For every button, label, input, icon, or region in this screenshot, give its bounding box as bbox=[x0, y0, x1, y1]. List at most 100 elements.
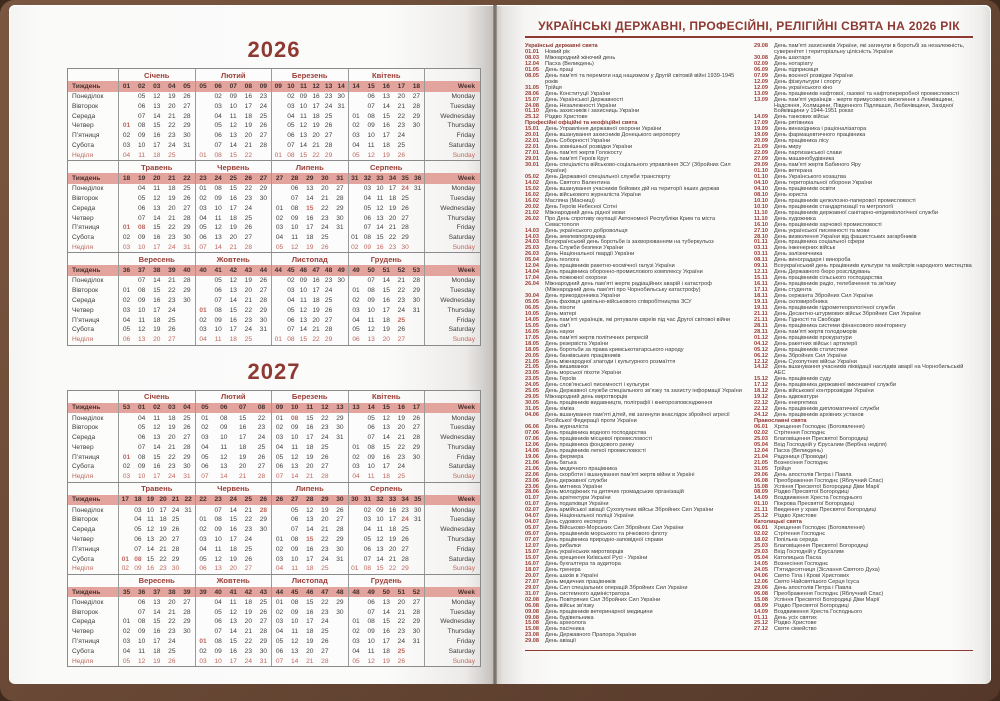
calendar-grid: Січень Лютий Березень Квітень Тиждень 53 01 02 0… bbox=[67, 389, 481, 668]
date-cell: 06 bbox=[287, 132, 295, 140]
holiday-date: 26.02 bbox=[525, 215, 539, 222]
month-week-group: 09 10 11 12 13 14 bbox=[271, 81, 348, 92]
date-cell: 17 bbox=[306, 224, 314, 232]
holiday-date: 14.05 bbox=[754, 560, 768, 567]
holiday-name: День археолога bbox=[545, 620, 586, 627]
holiday-item: 15.07 День хрещення Київської Русі - Укра… bbox=[525, 555, 744, 562]
month-week-group: 04 11 18 25 bbox=[118, 413, 195, 423]
holiday-name: Масляна (Масниці) bbox=[545, 197, 595, 204]
month-name: Квітень bbox=[347, 69, 425, 81]
date-cell: 02 bbox=[122, 234, 131, 242]
holiday-name: День інженерних військ bbox=[774, 245, 836, 252]
date-cell: 10 bbox=[299, 102, 308, 110]
date-cell: 07 bbox=[287, 141, 295, 149]
holiday-item: 21.05 Вознесіння Господнє bbox=[754, 460, 973, 467]
holiday-item: 26.02 Про День спротиву окупації Автономн… bbox=[525, 215, 744, 229]
left-page: 2026 Січень Лютий Березень Квітень Тиждень 01 0… bbox=[9, 5, 495, 684]
week-number: 30 bbox=[336, 496, 344, 504]
date-cell: 09 bbox=[299, 277, 308, 285]
holiday-item: 23.06 День митника України bbox=[525, 484, 744, 491]
holiday-name: День військового журналіста України bbox=[545, 191, 641, 198]
date-cell: 06 bbox=[275, 463, 284, 471]
date-cell: 17 bbox=[382, 132, 390, 140]
date-cell: 25 bbox=[168, 151, 176, 159]
holiday-date: 27.10 bbox=[754, 227, 768, 234]
date-cell: 03 bbox=[275, 618, 284, 626]
month-week-group: 07 14 21 28 bbox=[271, 140, 348, 151]
weekday-label-en: Thursday bbox=[424, 305, 480, 316]
weekday-row: Понеділок 07 14 21 28 05 12 19 26 02 09 16 23 30 07 14 2… bbox=[68, 275, 480, 286]
week-number-row: Тиждень 18 19 20 21 22 23 24 25 26 27 27 28 29 30 31 31 3… bbox=[68, 173, 480, 184]
date-cell: 18 bbox=[382, 473, 390, 481]
weekday-row: Неділя 06 13 20 27 04 11 18 25 01 08 15 22 29 06 13 20 27… bbox=[68, 334, 480, 345]
date-cell: 05 bbox=[122, 657, 131, 665]
date-cell: 31 bbox=[412, 638, 421, 646]
week-number: 50 bbox=[367, 267, 375, 275]
month-week-group: 02 09 16 23 30 bbox=[118, 626, 195, 637]
date-cell: 21 bbox=[388, 555, 397, 563]
holiday-item: 17.11 День студента bbox=[754, 287, 973, 294]
holiday-name: День працівників дипломатичної служби bbox=[774, 406, 880, 413]
holiday-item: 25.03 День Служби безпеки України bbox=[525, 245, 744, 252]
date-cell: 01 bbox=[122, 122, 131, 130]
date-cell: 20 bbox=[168, 102, 176, 110]
date-cell: 22 bbox=[312, 336, 320, 344]
date-cell: 02 bbox=[122, 628, 131, 636]
month-week-group: 05 12 19 26 bbox=[118, 656, 195, 667]
date-cell: 18 bbox=[312, 296, 320, 304]
holiday-name: День рятівника bbox=[774, 120, 814, 127]
month-week-group: 05 12 19 26 bbox=[347, 413, 425, 423]
week-number: 34 bbox=[401, 496, 409, 504]
date-cell: 12 bbox=[367, 151, 375, 159]
holiday-date: 07.06 bbox=[525, 429, 539, 436]
week-number: 14 bbox=[367, 404, 375, 412]
date-cell: 05 bbox=[134, 526, 142, 534]
week-number: 35 bbox=[401, 174, 409, 182]
holiday-name: День хіміка bbox=[545, 406, 575, 413]
holiday-date: 14.06 bbox=[525, 447, 539, 454]
date-cell: 25 bbox=[324, 112, 333, 120]
date-cell: 27 bbox=[401, 545, 409, 553]
holiday-name: День машинобудівника bbox=[774, 156, 835, 163]
holiday-name: День апостолів Петра і Павла bbox=[774, 584, 852, 591]
holiday-date: 20.02 bbox=[525, 203, 539, 210]
date-cell: 17 bbox=[312, 287, 320, 295]
date-cell: 05 bbox=[275, 638, 284, 646]
date-cell: 10 bbox=[220, 434, 228, 442]
holiday-item: 04.07 День судового експерта bbox=[525, 519, 744, 526]
holiday-item: 26.04 Міжнародний день пам’яті жертв раді… bbox=[525, 281, 744, 294]
holiday-date: 02.07 bbox=[525, 507, 539, 514]
date-cell: 27 bbox=[244, 234, 252, 242]
weekday-row: Неділя 03 10 17 24 31 07 14 21 28 07 14 21 28 04 11 18 25… bbox=[68, 471, 480, 482]
date-cell: 03 bbox=[199, 657, 207, 665]
week-number-row: Тиждень 17 18 19 20 21 22 22 23 24 25 26 26 27 28 29 30 3… bbox=[68, 494, 480, 506]
holiday-date: 31.05 bbox=[525, 406, 539, 413]
weekday-label-ua: Неділя bbox=[72, 151, 94, 159]
date-cell: 27 bbox=[324, 132, 333, 140]
weekday-row: Понеділок 06 13 20 27 04 11 18 25 01 08 15 22 29 06 13 2… bbox=[68, 597, 480, 608]
month-week-group: 26 27 28 29 30 bbox=[271, 494, 348, 506]
weekday-label-en: Thursday bbox=[424, 120, 480, 131]
date-cell: 19 bbox=[321, 506, 329, 514]
holiday-name: День працівників місцевої промисловості bbox=[545, 435, 652, 442]
date-cell: 07 bbox=[363, 224, 372, 232]
calendar-quarter-block: Вересень Жовтень Листопад Грудень Тиждень 36 3… bbox=[68, 252, 480, 345]
date-cell: 04 bbox=[199, 336, 207, 344]
holiday-date: 14.03 bbox=[525, 227, 539, 234]
holiday-date: 18.11 bbox=[754, 293, 768, 300]
date-cell: 30 bbox=[183, 132, 191, 140]
holiday-item: 29.03 Вхід Господній у Єрусалим bbox=[754, 549, 973, 556]
date-cell: 18 bbox=[153, 316, 161, 324]
month-week-group: 01 08 15 22 29 bbox=[118, 222, 195, 233]
holiday-name: День вшанування учасників бойових дій на… bbox=[545, 185, 720, 192]
date-cell: 28 bbox=[412, 102, 421, 110]
date-cell: 28 bbox=[171, 545, 180, 553]
date-cell: 10 bbox=[214, 326, 222, 334]
holiday-name: Стрітення Господнє bbox=[774, 531, 826, 538]
holiday-name: День Святого Валентина bbox=[545, 179, 610, 186]
week-number: 48 bbox=[324, 267, 333, 275]
holiday-item: 09.08 День працівників ветеринарної медиц… bbox=[525, 609, 744, 616]
date-cell: 04 bbox=[352, 316, 360, 324]
date-cell: 01 bbox=[199, 185, 207, 193]
week-number: 08 bbox=[257, 404, 266, 412]
